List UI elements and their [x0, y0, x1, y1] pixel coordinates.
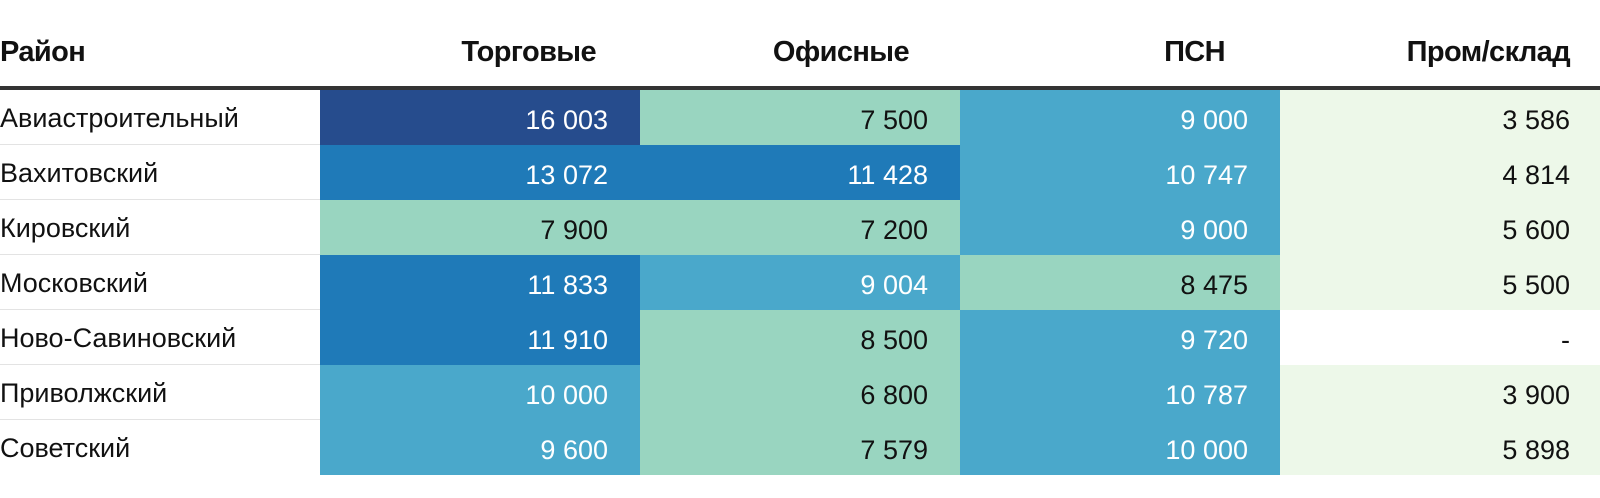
heatmap-cell-office: 11 428 [640, 145, 960, 200]
heatmap-cell-retail: 11 910 [320, 310, 640, 365]
column-header-retail: Торговые [461, 36, 596, 68]
district-name: Авиастроительный [0, 103, 239, 133]
heatmap-cell-retail: 10 000 [320, 365, 640, 420]
heatmap-cell-retail: 13 072 [320, 145, 640, 200]
heatmap-cell-office: 7 500 [640, 90, 960, 145]
row-divider [0, 144, 320, 145]
heatmap-cell-office: 7 200 [640, 200, 960, 255]
column-header-office: Офисные [772, 36, 910, 68]
table-row: Авиастроительный 16 003 7 500 9 000 3 586 [0, 90, 1600, 145]
heatmap-cell-retail: 11 833 [320, 255, 640, 310]
row-divider [0, 254, 320, 255]
heatmap-cell-psn: 10 000 [960, 420, 1280, 475]
heatmap-cell-retail: 7 900 [320, 200, 640, 255]
table-row: Московский 11 833 9 004 8 475 5 500 [0, 255, 1600, 310]
heatmap-cell-office: 9 004 [640, 255, 960, 310]
heatmap-cell-psn: 8 475 [960, 255, 1280, 310]
heatmap-cell-office: 8 500 [640, 310, 960, 365]
heatmap-cell-industrial: - [1280, 310, 1600, 365]
heatmap-cell-industrial: 5 500 [1280, 255, 1600, 310]
row-divider [0, 309, 320, 310]
column-header-industrial: Пром/склад [1406, 36, 1571, 68]
heatmap-cell-retail: 16 003 [320, 90, 640, 145]
heatmap-cell-industrial: 3 586 [1280, 90, 1600, 145]
table-row: Вахитовский 13 072 11 428 10 747 4 814 [0, 145, 1600, 200]
district-name: Ново-Савиновский [0, 323, 237, 353]
heatmap-cell-psn: 10 787 [960, 365, 1280, 420]
table-row: Кировский 7 900 7 200 9 000 5 600 [0, 200, 1600, 255]
heatmap-cell-psn: 10 747 [960, 145, 1280, 200]
district-name: Приволжский [0, 378, 168, 408]
heatmap-cell-industrial: 3 900 [1280, 365, 1600, 420]
heatmap-cell-industrial: 5 898 [1280, 420, 1600, 475]
table-header: Район Торговые Офисные ПСН Пром/склад [0, 0, 1600, 86]
heatmap-cell-psn: 9 000 [960, 90, 1280, 145]
heatmap-cell-industrial: 4 814 [1280, 145, 1600, 200]
row-divider [0, 419, 320, 420]
table-row: Ново-Савиновский 11 910 8 500 9 720- [0, 310, 1600, 365]
table-row: Советский 9 600 7 579 10 000 5 898 [0, 420, 1600, 475]
column-header-district: Район [0, 36, 86, 68]
district-name: Московский [0, 268, 148, 298]
heatmap-cell-industrial: 5 600 [1280, 200, 1600, 255]
district-name: Вахитовский [0, 158, 159, 188]
heatmap-cell-retail: 9 600 [320, 420, 640, 475]
table-row: Приволжский 10 000 6 800 10 787 3 900 [0, 365, 1600, 420]
column-header-psn: ПСН [1164, 36, 1226, 68]
heatmap-cell-office: 7 579 [640, 420, 960, 475]
row-divider [0, 199, 320, 200]
heatmap-cell-psn: 9 720 [960, 310, 1280, 365]
heatmap-cell-psn: 9 000 [960, 200, 1280, 255]
row-divider [0, 364, 320, 365]
heatmap-cell-office: 6 800 [640, 365, 960, 420]
district-name: Советский [0, 433, 131, 463]
district-name: Кировский [0, 213, 131, 243]
header-rule [0, 86, 1600, 90]
